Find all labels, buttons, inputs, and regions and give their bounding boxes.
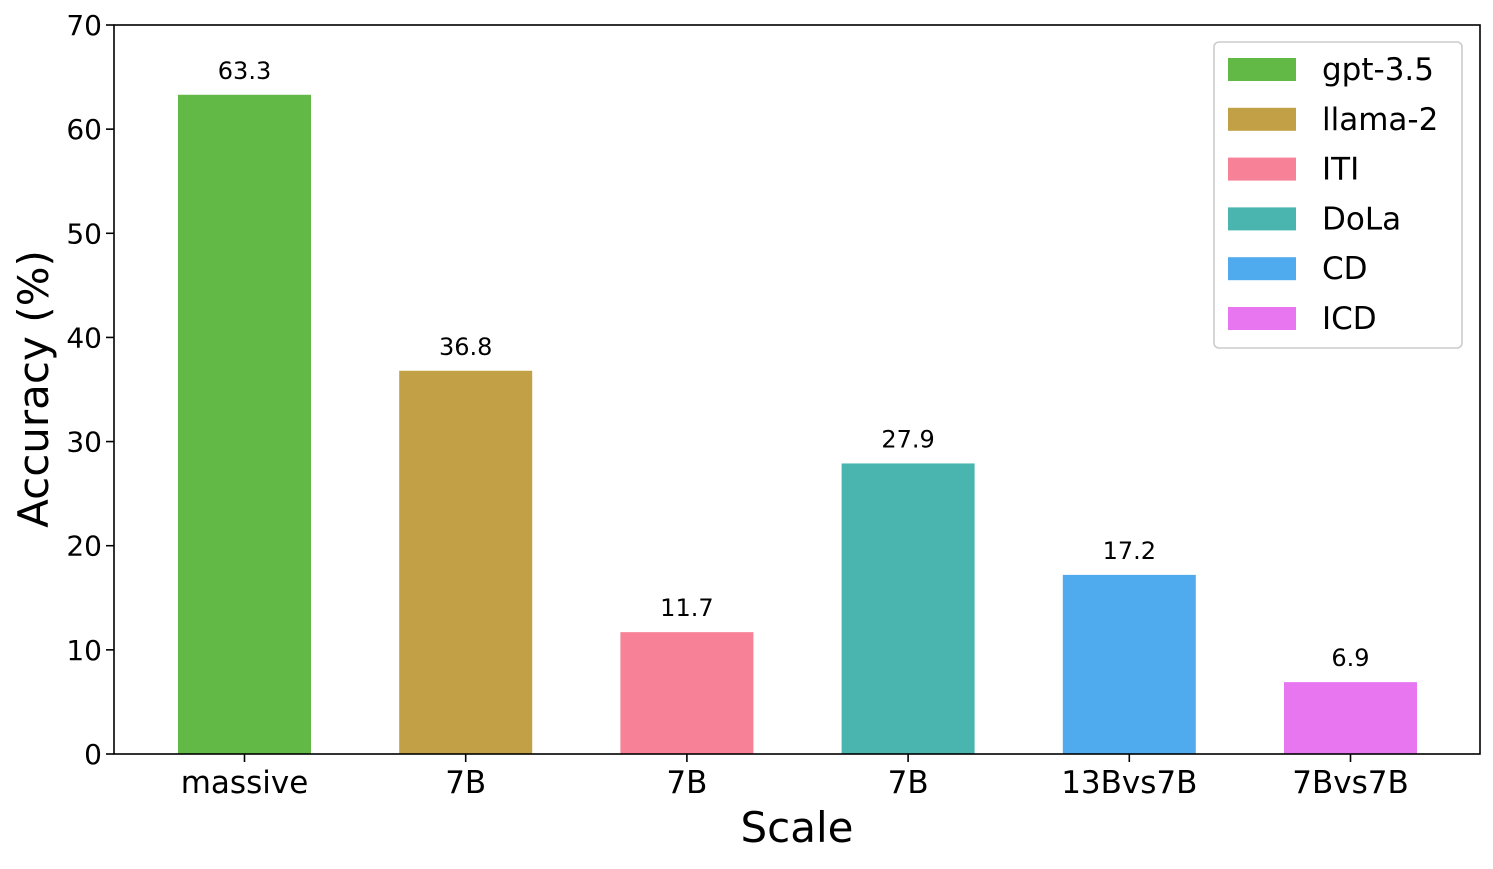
y-tick-label: 60 (66, 113, 102, 146)
legend-label: CD (1322, 251, 1368, 287)
x-tick-label: 7Bvs7B (1292, 765, 1408, 801)
x-tick-label: 7B (888, 765, 929, 801)
bar-value-label: 11.7 (660, 594, 713, 622)
bar-gpt-3.5 (178, 94, 311, 755)
legend-swatch-gpt-3.5 (1228, 58, 1296, 81)
y-axis: 0 10 20 30 40 50 60 70 (66, 9, 114, 771)
y-axis-label: Accuracy (%) (9, 250, 58, 528)
legend-label: gpt-3.5 (1322, 52, 1434, 88)
y-tick-label: 20 (66, 530, 102, 563)
bar-value-label: 63.3 (218, 57, 271, 85)
bar-value-label: 17.2 (1103, 537, 1156, 565)
bars-layer (178, 94, 1417, 755)
legend-label: ICD (1322, 301, 1377, 337)
bar-value-label: 6.9 (1331, 644, 1369, 672)
x-axis-label: Scale (741, 803, 854, 852)
x-tick-label: 7B (666, 765, 707, 801)
bar-DoLa (841, 463, 975, 754)
x-axis: massive 7B 7B 7B 13Bvs7B 7Bvs7B (181, 754, 1409, 801)
legend-swatch-llama-2 (1228, 107, 1296, 131)
bar-llama-2 (399, 370, 533, 754)
legend-swatch-ITI (1228, 157, 1296, 181)
x-tick-label: massive (181, 765, 309, 801)
y-tick-label: 50 (66, 217, 102, 250)
legend-swatch-DoLa (1228, 207, 1296, 231)
x-tick-label: 13Bvs7B (1061, 765, 1197, 801)
legend-items: gpt-3.5 llama-2 ITI DoLa CD ICD (1228, 52, 1438, 337)
legend-swatch-CD (1228, 257, 1296, 281)
x-tick-label: 7B (445, 765, 486, 801)
legend-label: DoLa (1322, 201, 1401, 237)
y-tick-label: 40 (66, 321, 102, 354)
legend: gpt-3.5 llama-2 ITI DoLa CD ICD (1213, 41, 1463, 349)
bar-CD (1062, 574, 1196, 754)
legend-swatch-ICD (1228, 307, 1296, 330)
legend-label: llama-2 (1322, 102, 1438, 138)
plot-frame (113, 24, 1481, 755)
y-tick-label: 70 (66, 9, 102, 42)
bar-ITI (620, 632, 754, 754)
bar-value-label: 27.9 (881, 425, 934, 453)
bar-ICD (1284, 682, 1417, 754)
y-tick-label: 0 (84, 738, 102, 771)
y-tick-label: 10 (66, 634, 102, 667)
legend-label: ITI (1322, 152, 1359, 188)
bar-value-label: 36.8 (439, 333, 492, 361)
y-tick-label: 30 (66, 426, 102, 459)
value-labels-layer: 63.3 36.8 11.7 27.9 17.2 6.9 (218, 57, 1370, 672)
